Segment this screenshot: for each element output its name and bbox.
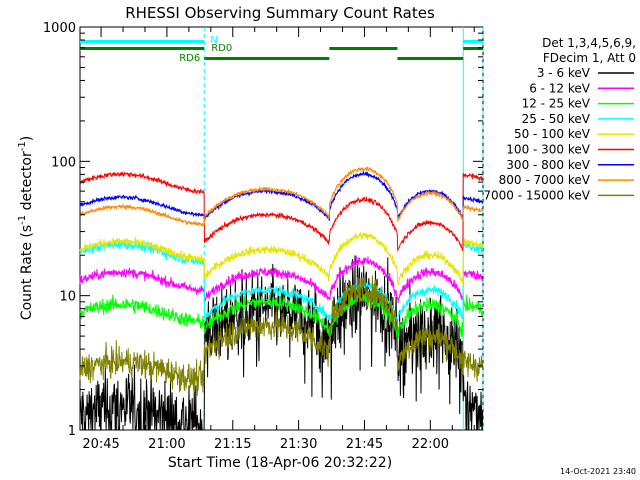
legend-entry-label: 7000 - 15000 keV — [483, 188, 590, 202]
series-line-8 — [79, 273, 484, 396]
series-line-2 — [79, 292, 484, 339]
y-label-sup-2: -1 — [17, 141, 28, 151]
y-tick-label: 1000 — [43, 21, 76, 36]
x-tick-label: 21:45 — [346, 437, 383, 452]
legend-entry-label: 3 - 6 keV — [537, 66, 591, 80]
legend-header-1: Det 1,3,4,5,6,9, — [542, 36, 636, 50]
rd0-flag-bar — [80, 47, 205, 50]
timestamp: 14-Oct-2021 23:40 — [560, 467, 636, 476]
x-tick-label: 21:15 — [214, 437, 251, 452]
legend-entry-label: 300 - 800 keV — [506, 158, 590, 172]
legend-entry-label: 25 - 50 keV — [522, 112, 591, 126]
y-label-sup-1: -1 — [17, 215, 28, 225]
rd6-flag-label: RD6 — [179, 53, 200, 64]
x-tick-label: 21:30 — [280, 437, 317, 452]
y-tick-label: 10 — [59, 290, 76, 305]
legend-entry-label: 50 - 100 keV — [514, 127, 591, 141]
legend-entry-label: 12 - 25 keV — [522, 97, 591, 111]
y-label-part-2: detector — [19, 151, 35, 215]
rd6-flag-bar — [397, 57, 464, 60]
plot-frame — [79, 26, 484, 431]
legend-entry-label: 100 - 300 keV — [506, 143, 590, 157]
series-line-4 — [79, 231, 484, 287]
x-tick-label: 21:00 — [148, 437, 185, 452]
y-tick-label: 1 — [68, 424, 76, 439]
night-flag-bar — [80, 40, 205, 43]
x-tick-label: 20:45 — [82, 437, 119, 452]
legend-header-2: FDecim 1, Att 0 — [543, 51, 636, 65]
y-label-part-3: ) — [19, 136, 35, 141]
chart-title: RHESSI Observing Summary Count Rates — [125, 4, 435, 22]
plot-area — [203, 27, 484, 430]
rd6-flag-bar — [204, 57, 330, 60]
y-axis-label: Count Rate (s-1 detector-1) — [17, 136, 35, 320]
series-line-5 — [79, 171, 484, 251]
rd0-flag-bar — [463, 47, 483, 50]
series-line-7 — [79, 166, 483, 227]
legend-entry-label: 6 - 12 keV — [529, 81, 591, 95]
x-tick-label: 22:00 — [412, 437, 449, 452]
legend-entry-label: 800 - 7000 keV — [499, 173, 591, 187]
legend: Det 1,3,4,5,6,9, FDecim 1, Att 0 3 - 6 k… — [483, 36, 636, 202]
night-flag-label: N — [210, 35, 217, 46]
series-line-1 — [79, 255, 484, 303]
rd0-flag-bar — [329, 47, 398, 50]
y-tick-label: 100 — [51, 155, 76, 170]
series-group — [79, 166, 484, 432]
axes-group: 20:45 21:00 21:15 21:30 21:45 22:00 1 10 100 1000 — [43, 21, 483, 452]
x-axis-label: Start Time (18-Apr-06 20:32:22) — [168, 455, 392, 471]
y-label-part-1: Count Rate (s — [19, 225, 35, 320]
night-flag-bar — [463, 40, 483, 43]
rd0-flag-label: RD0 — [211, 43, 232, 54]
